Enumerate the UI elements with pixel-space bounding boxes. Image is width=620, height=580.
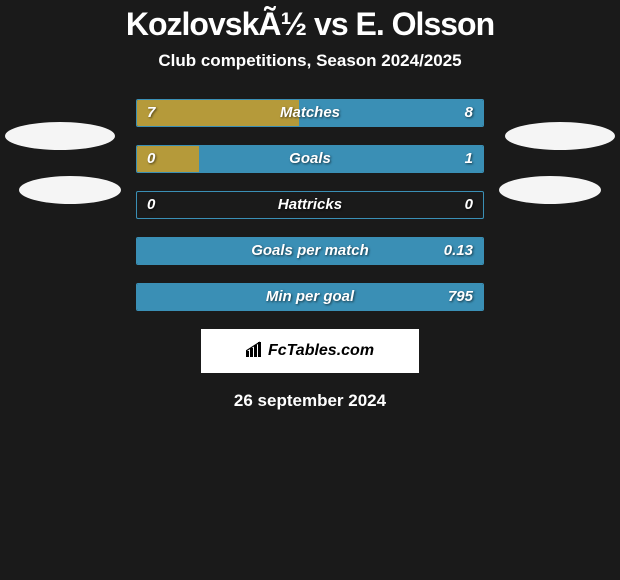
stat-value-right: 0.13 [444,238,473,264]
page-subtitle: Club competitions, Season 2024/2025 [0,51,620,71]
stat-label: Goals per match [137,238,483,264]
player-right-photo-placeholder-2 [499,176,601,204]
comparison-bars: 7Matches80Goals10Hattricks0Goals per mat… [136,99,484,311]
generation-date: 26 september 2024 [0,391,620,411]
source-logo: FcTables.com [201,329,419,373]
player-left-photo-placeholder-1 [5,122,115,150]
stat-value-right: 0 [465,192,473,218]
stat-row: Goals per match0.13 [136,237,484,265]
stat-value-right: 795 [448,284,473,310]
player-right-photo-placeholder-1 [505,122,615,150]
stat-row: 0Hattricks0 [136,191,484,219]
stat-row: 0Goals1 [136,145,484,173]
stat-value-right: 1 [465,146,473,172]
stat-label: Hattricks [137,192,483,218]
stat-label: Goals [137,146,483,172]
player-left-photo-placeholder-2 [19,176,121,204]
stat-label: Matches [137,100,483,126]
logo-text: FcTables.com [268,342,374,360]
bars-icon [246,341,264,362]
stat-row: Min per goal795 [136,283,484,311]
stat-row: 7Matches8 [136,99,484,127]
stat-value-right: 8 [465,100,473,126]
stat-label: Min per goal [137,284,483,310]
page-title: KozlovskÃ½ vs E. Olsson [0,0,620,43]
